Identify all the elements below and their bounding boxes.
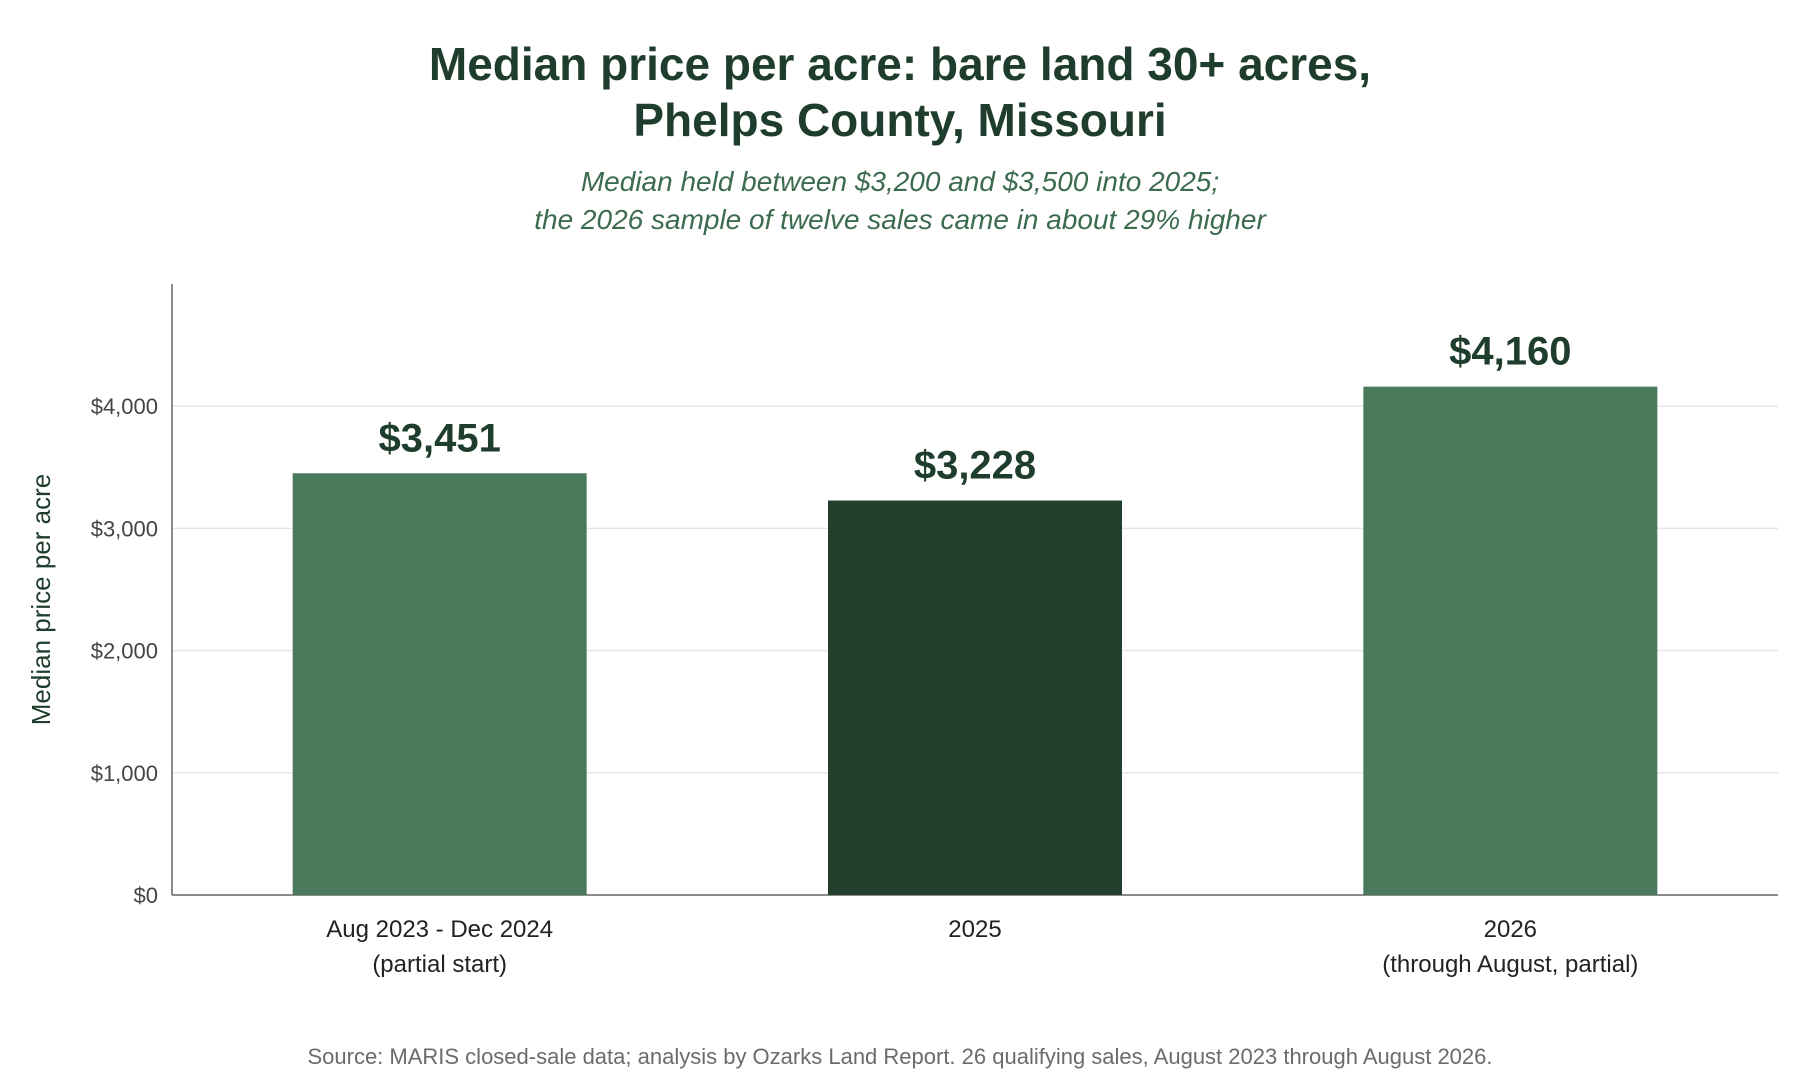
chart-subtitle-line-1: Median held between $3,200 and $3,500 in… xyxy=(580,166,1220,197)
y-tick-label: $4,000 xyxy=(91,394,158,419)
y-tick-label: $3,000 xyxy=(91,516,158,541)
chart-title: Median price per acre: bare land 30+ acr… xyxy=(0,36,1800,148)
x-tick-label: (partial start) xyxy=(372,951,507,978)
source-note: Source: MARIS closed-sale data; analysis… xyxy=(307,1044,1493,1069)
chart-subtitle-line-2: the 2026 sample of twelve sales came in … xyxy=(534,204,1266,235)
bar-value-label: $3,451 xyxy=(378,416,500,460)
bar xyxy=(292,473,587,895)
bar-value-label: $3,228 xyxy=(914,444,1036,488)
y-tick-label: $2,000 xyxy=(91,639,158,664)
y-tick-label: $1,000 xyxy=(91,761,158,786)
x-tick-label: 2025 xyxy=(948,916,1001,943)
x-tick-label: Aug 2023 - Dec 2024 xyxy=(326,916,553,943)
chart-title-line-2: Phelps County, Missouri xyxy=(633,94,1167,146)
y-axis-title: Median price per acre xyxy=(26,474,56,725)
bar xyxy=(1363,386,1658,895)
bar-value-label: $4,160 xyxy=(1449,330,1571,374)
y-tick-label: $0 xyxy=(134,883,158,908)
bar xyxy=(828,500,1122,895)
x-tick-label: (through August, partial) xyxy=(1382,951,1638,978)
x-tick-label: 2026 xyxy=(1484,916,1537,943)
chart-title-line-1: Median price per acre: bare land 30+ acr… xyxy=(428,38,1372,90)
chart-subtitle: Median held between $3,200 and $3,500 in… xyxy=(0,163,1800,239)
